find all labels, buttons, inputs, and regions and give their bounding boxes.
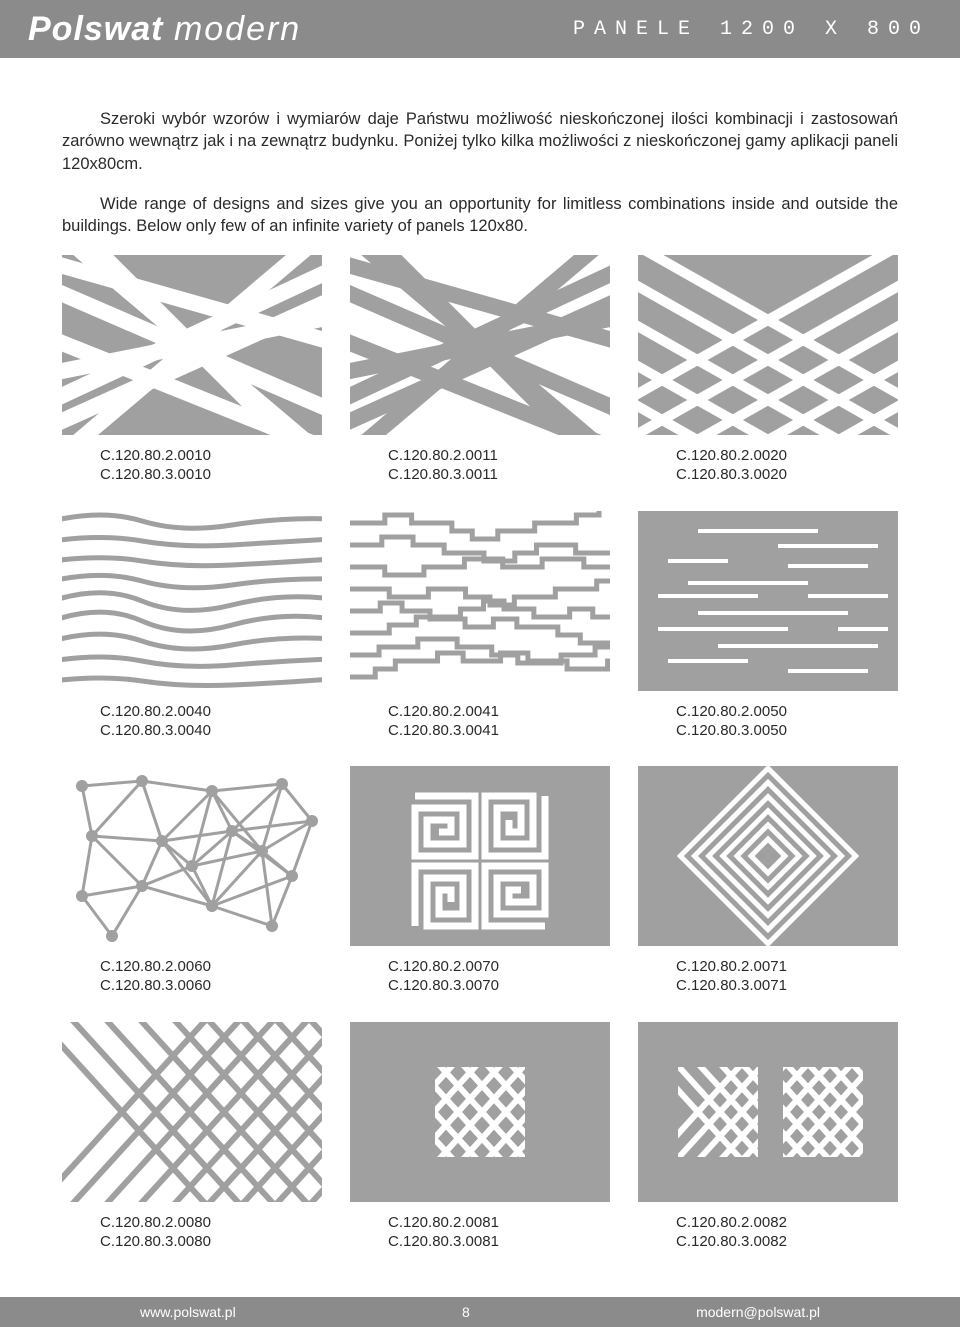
panel-code: C.120.80.2.0041 <box>388 703 610 722</box>
panel-codes: C.120.80.2.0020C.120.80.3.0020 <box>638 447 898 485</box>
panel-code: C.120.80.3.0020 <box>676 466 898 485</box>
panel-tile-square-diamond <box>638 766 898 946</box>
panel-code: C.120.80.3.0071 <box>676 977 898 996</box>
panel-codes: C.120.80.2.0060C.120.80.3.0060 <box>62 958 322 996</box>
panel-codes: C.120.80.2.0011C.120.80.3.0011 <box>350 447 610 485</box>
panel-codes: C.120.80.2.0081C.120.80.3.0081 <box>350 1214 610 1252</box>
panel-cell: C.120.80.2.0040C.120.80.3.0040 <box>62 511 322 757</box>
panel-cell: C.120.80.2.0060C.120.80.3.0060 <box>62 766 322 1012</box>
panel-code: C.120.80.2.0070 <box>388 958 610 977</box>
panel-code: C.120.80.2.0010 <box>100 447 322 466</box>
content: Szeroki wybór wzorów i wymiarów daje Pań… <box>0 58 960 1297</box>
panel-cell: C.120.80.2.0080C.120.80.3.0080 <box>62 1022 322 1268</box>
panel-codes: C.120.80.2.0080C.120.80.3.0080 <box>62 1214 322 1252</box>
panel-codes: C.120.80.2.0082C.120.80.3.0082 <box>638 1214 898 1252</box>
panel-code: C.120.80.3.0050 <box>676 722 898 741</box>
panel-code: C.120.80.2.0080 <box>100 1214 322 1233</box>
panel-codes: C.120.80.2.0010C.120.80.3.0010 <box>62 447 322 485</box>
panel-cell: C.120.80.2.0041C.120.80.3.0041 <box>350 511 610 757</box>
panel-code: C.120.80.3.0040 <box>100 722 322 741</box>
paragraph-en: Wide range of designs and sizes give you… <box>62 193 898 238</box>
panel-code: C.120.80.3.0011 <box>388 466 610 485</box>
panel-codes: C.120.80.2.0040C.120.80.3.0040 <box>62 703 322 741</box>
panel-codes: C.120.80.2.0041C.120.80.3.0041 <box>350 703 610 741</box>
logo: Polswat modern <box>28 10 301 49</box>
header-bar: Polswat modern PANELE 1200 X 800 <box>0 0 960 58</box>
panel-tile-meander <box>350 766 610 946</box>
panel-codes: C.120.80.2.0071C.120.80.3.0071 <box>638 958 898 996</box>
panel-cell: C.120.80.2.0070C.120.80.3.0070 <box>350 766 610 1012</box>
panel-code: C.120.80.3.0070 <box>388 977 610 996</box>
panel-code: C.120.80.2.0040 <box>100 703 322 722</box>
panel-codes: C.120.80.2.0070C.120.80.3.0070 <box>350 958 610 996</box>
panel-code: C.120.80.2.0082 <box>676 1214 898 1233</box>
panel-code: C.120.80.2.0050 <box>676 703 898 722</box>
panel-tile-lattice-1 <box>350 1022 610 1202</box>
panel-tile-mesh-dots <box>62 766 322 946</box>
footer-left: www.polswat.pl <box>140 1304 236 1320</box>
panel-tile-lattice-2 <box>638 1022 898 1202</box>
panel-tile-step-lines <box>350 511 610 691</box>
panel-code: C.120.80.3.0060 <box>100 977 322 996</box>
panel-cell: C.120.80.2.0081C.120.80.3.0081 <box>350 1022 610 1268</box>
panel-tile-lattice-full <box>62 1022 322 1202</box>
panel-cell: C.120.80.2.0020C.120.80.3.0020 <box>638 255 898 501</box>
panel-code: C.120.80.2.0011 <box>388 447 610 466</box>
panel-cell: C.120.80.2.0050C.120.80.3.0050 <box>638 511 898 757</box>
panel-code: C.120.80.2.0081 <box>388 1214 610 1233</box>
panel-code: C.120.80.3.0082 <box>676 1233 898 1252</box>
panel-code: C.120.80.2.0020 <box>676 447 898 466</box>
panel-code: C.120.80.3.0080 <box>100 1233 322 1252</box>
panel-tile-hlines <box>638 511 898 691</box>
panel-code: C.120.80.3.0010 <box>100 466 322 485</box>
panel-tile-wavy-lines <box>62 511 322 691</box>
header-title: PANELE 1200 X 800 <box>573 18 930 41</box>
panel-cell: C.120.80.2.0071C.120.80.3.0071 <box>638 766 898 1012</box>
logo-thin: modern <box>174 10 301 48</box>
footer-page: 8 <box>462 1304 470 1320</box>
logo-bold: Polswat <box>28 10 163 48</box>
panel-tile-cross-lines <box>62 255 322 435</box>
panel-code: C.120.80.3.0041 <box>388 722 610 741</box>
panel-cell: C.120.80.2.0011C.120.80.3.0011 <box>350 255 610 501</box>
panel-code: C.120.80.2.0060 <box>100 958 322 977</box>
panel-tile-diamond-grid <box>638 255 898 435</box>
panel-code: C.120.80.3.0081 <box>388 1233 610 1252</box>
paragraph-pl: Szeroki wybór wzorów i wymiarów daje Pań… <box>62 108 898 175</box>
panel-codes: C.120.80.2.0050C.120.80.3.0050 <box>638 703 898 741</box>
footer-bar: www.polswat.pl 8 modern@polswat.pl <box>0 1297 960 1327</box>
panel-tile-cross-lines-inverse <box>350 255 610 435</box>
panel-cell: C.120.80.2.0010C.120.80.3.0010 <box>62 255 322 501</box>
panel-grid: C.120.80.2.0010C.120.80.3.0010C.120.80.2… <box>62 255 898 1267</box>
panel-code: C.120.80.2.0071 <box>676 958 898 977</box>
panel-cell: C.120.80.2.0082C.120.80.3.0082 <box>638 1022 898 1268</box>
footer-right: modern@polswat.pl <box>696 1304 820 1320</box>
